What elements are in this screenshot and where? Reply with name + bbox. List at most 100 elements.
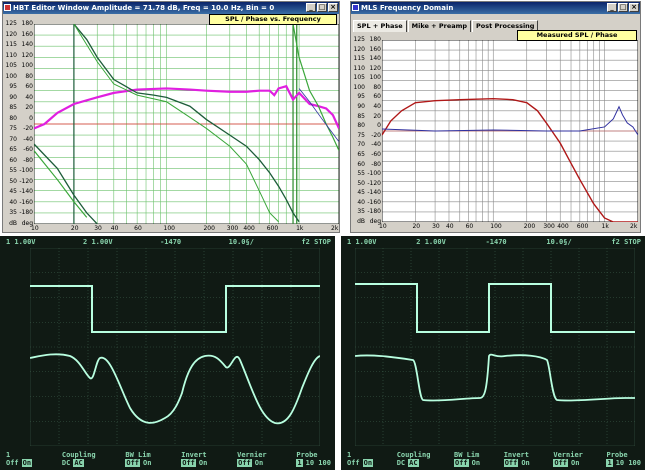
oscilloscope-photo-right: 1 1.00V 2 1.00V -1470 10.0§/ f2 STOP 1 Of… [341,236,645,470]
y-left-tick-label: 115 [5,41,17,49]
softkey-option: On [471,459,481,467]
square-wave-trace [30,285,320,333]
maximize-button[interactable]: □ [317,3,327,12]
y-left-tick-label: 80 [9,114,17,122]
x-tick-label: 600 [266,225,279,232]
softkey-coupling[interactable]: Coupling DC AC [396,451,431,467]
y-right-tick-label: 0 [377,122,381,130]
mls-plot-area[interactable] [382,40,638,222]
tab-mike-preamp[interactable]: Mike + Preamp [407,20,472,32]
x-tick-label: 400 [243,225,255,232]
y-left-tick-label: 40 [357,198,365,206]
y-right-tick-label: 160 [369,45,381,53]
softkey-bw-lim[interactable]: BW Lim Off On [125,451,151,467]
softkey-probe[interactable]: Probe 1 10 100 [296,451,331,467]
softkey-label: BW Lim [454,451,480,459]
y-right-tick-label: 20 [25,104,33,112]
softkey-probe[interactable]: Probe 1 10 100 [606,451,641,467]
x-tick-label: 10 [379,223,387,230]
softkey-option: Off [181,459,196,467]
softkey-invert[interactable]: Invert Off On [503,451,530,467]
scope-screen [355,248,635,446]
y-left-tick-label: 75 [357,131,365,139]
mls-tabs: SPL + Phase Mike + Preamp Post Processing [353,15,539,32]
softkey-label: Vernier [553,451,583,459]
y-right-tick-label: -180 [19,209,33,217]
softkey-coupling[interactable]: Coupling DC AC [62,451,96,467]
x-tick-label: 20 [412,223,421,230]
y-right-tick-label: -160 [19,198,33,206]
response-trace [355,353,635,402]
softkey-invert[interactable]: Invert Off On [181,451,207,467]
softkey-option: Off [553,459,569,467]
softkey-1[interactable]: 1 Off On [347,451,374,467]
x-tick-label: 10 [31,225,39,232]
y-left-tick-label: 55 [357,170,365,178]
softkey-option: AC [73,459,84,467]
y-right-tick-label: -20 [23,125,33,133]
y-left-tick-label: 110 [353,64,365,72]
y-left-tick-label: 65 [357,150,365,158]
softkey-option: On [198,459,208,467]
tab-post-processing[interactable]: Post Processing [472,20,539,32]
time-div: 10.0§/ [228,238,254,246]
square-wave-trace [355,283,635,333]
y-right-tick-label: deg [369,218,381,225]
x-tick-label: 200 [523,223,536,230]
scope-softkey-menu: 1 Off On Coupling DC AC BW Lim Off On Invert Off On… [6,451,331,467]
y-left-tick-label: 40 [9,198,17,206]
y-left-tick-label: 95 [9,83,17,91]
spl-curve [382,97,638,222]
oscilloscope-photo-left: 1 1.00V 2 1.00V -1470 10.0§/ f2 STOP 1 Of… [0,236,335,470]
y-right-tick-label: 100 [21,62,33,70]
softkey-vernier[interactable]: Vernier Off On [237,451,267,467]
softkey-label: Coupling [396,451,431,459]
softkey-option: On [254,459,264,467]
scope-screen [30,248,320,446]
softkey-vernier[interactable]: Vernier Off On [553,451,583,467]
y-right-tick-label: -40 [23,135,33,143]
y-left-tick-label: dB [357,218,365,225]
y-left-tick-label: 115 [353,55,365,63]
phase-curve-dark-low [34,143,98,224]
tab-spl-phase[interactable]: SPL + Phase [353,20,407,32]
y-right-tick-label: -100 [367,170,381,178]
mls-titlebar[interactable]: MLS Frequency Domain [351,2,640,14]
y-right-tick-label: 40 [373,103,381,111]
scope-status-bar: 1 1.00V 2 1.00V -1470 10.0§/ f2 STOP [6,238,331,246]
y-left-tick-label: 70 [9,135,17,143]
y-left-tick-label: 50 [357,179,365,187]
close-button[interactable]: × [328,3,338,12]
minimize-button[interactable]: _ [306,3,316,12]
y-right-tick-label: 40 [25,93,33,101]
softkey-option: Off [347,459,360,467]
hbt-editor-window: HBT Editor Window Amplitude = 71.78 dB, … [2,1,340,233]
softkey-bw-lim[interactable]: BW Lim Off On [454,451,480,467]
y-right-tick-label: -40 [371,141,381,149]
softkey-label: BW Lim [125,451,151,459]
y-left-tick-label: 100 [353,83,365,91]
y-right-tick-label: -140 [19,188,33,196]
phase-curve-light-low [34,150,88,218]
app-icon [352,4,359,11]
softkey-option: On [571,459,580,467]
softkey-option: Off [454,459,469,467]
y-left-tick-label: 65 [9,146,17,154]
softkey-option: Off [6,459,19,467]
softkey-option: Off [503,459,519,467]
hbt-plot-area[interactable] [34,24,339,224]
y-right-tick-label: 60 [25,83,33,91]
minimize-button[interactable]: _ [607,3,617,12]
softkey-option: DC [61,459,71,467]
maximize-button[interactable]: □ [618,3,628,12]
hbt-titlebar[interactable]: HBT Editor Window Amplitude = 71.78 dB, … [3,2,339,14]
y-left-tick-label: dB [9,220,17,227]
y-left-tick-label: 120 [5,30,17,38]
close-button[interactable]: × [629,3,639,12]
y-left-tick-label: 120 [353,45,365,53]
x-tick-label: 2k [630,223,638,230]
softkey-label: Probe [606,451,628,459]
softkey-1[interactable]: 1 Off On [6,451,33,467]
softkey-label: Invert [503,451,529,459]
y-left-tick-label: 75 [9,125,17,133]
